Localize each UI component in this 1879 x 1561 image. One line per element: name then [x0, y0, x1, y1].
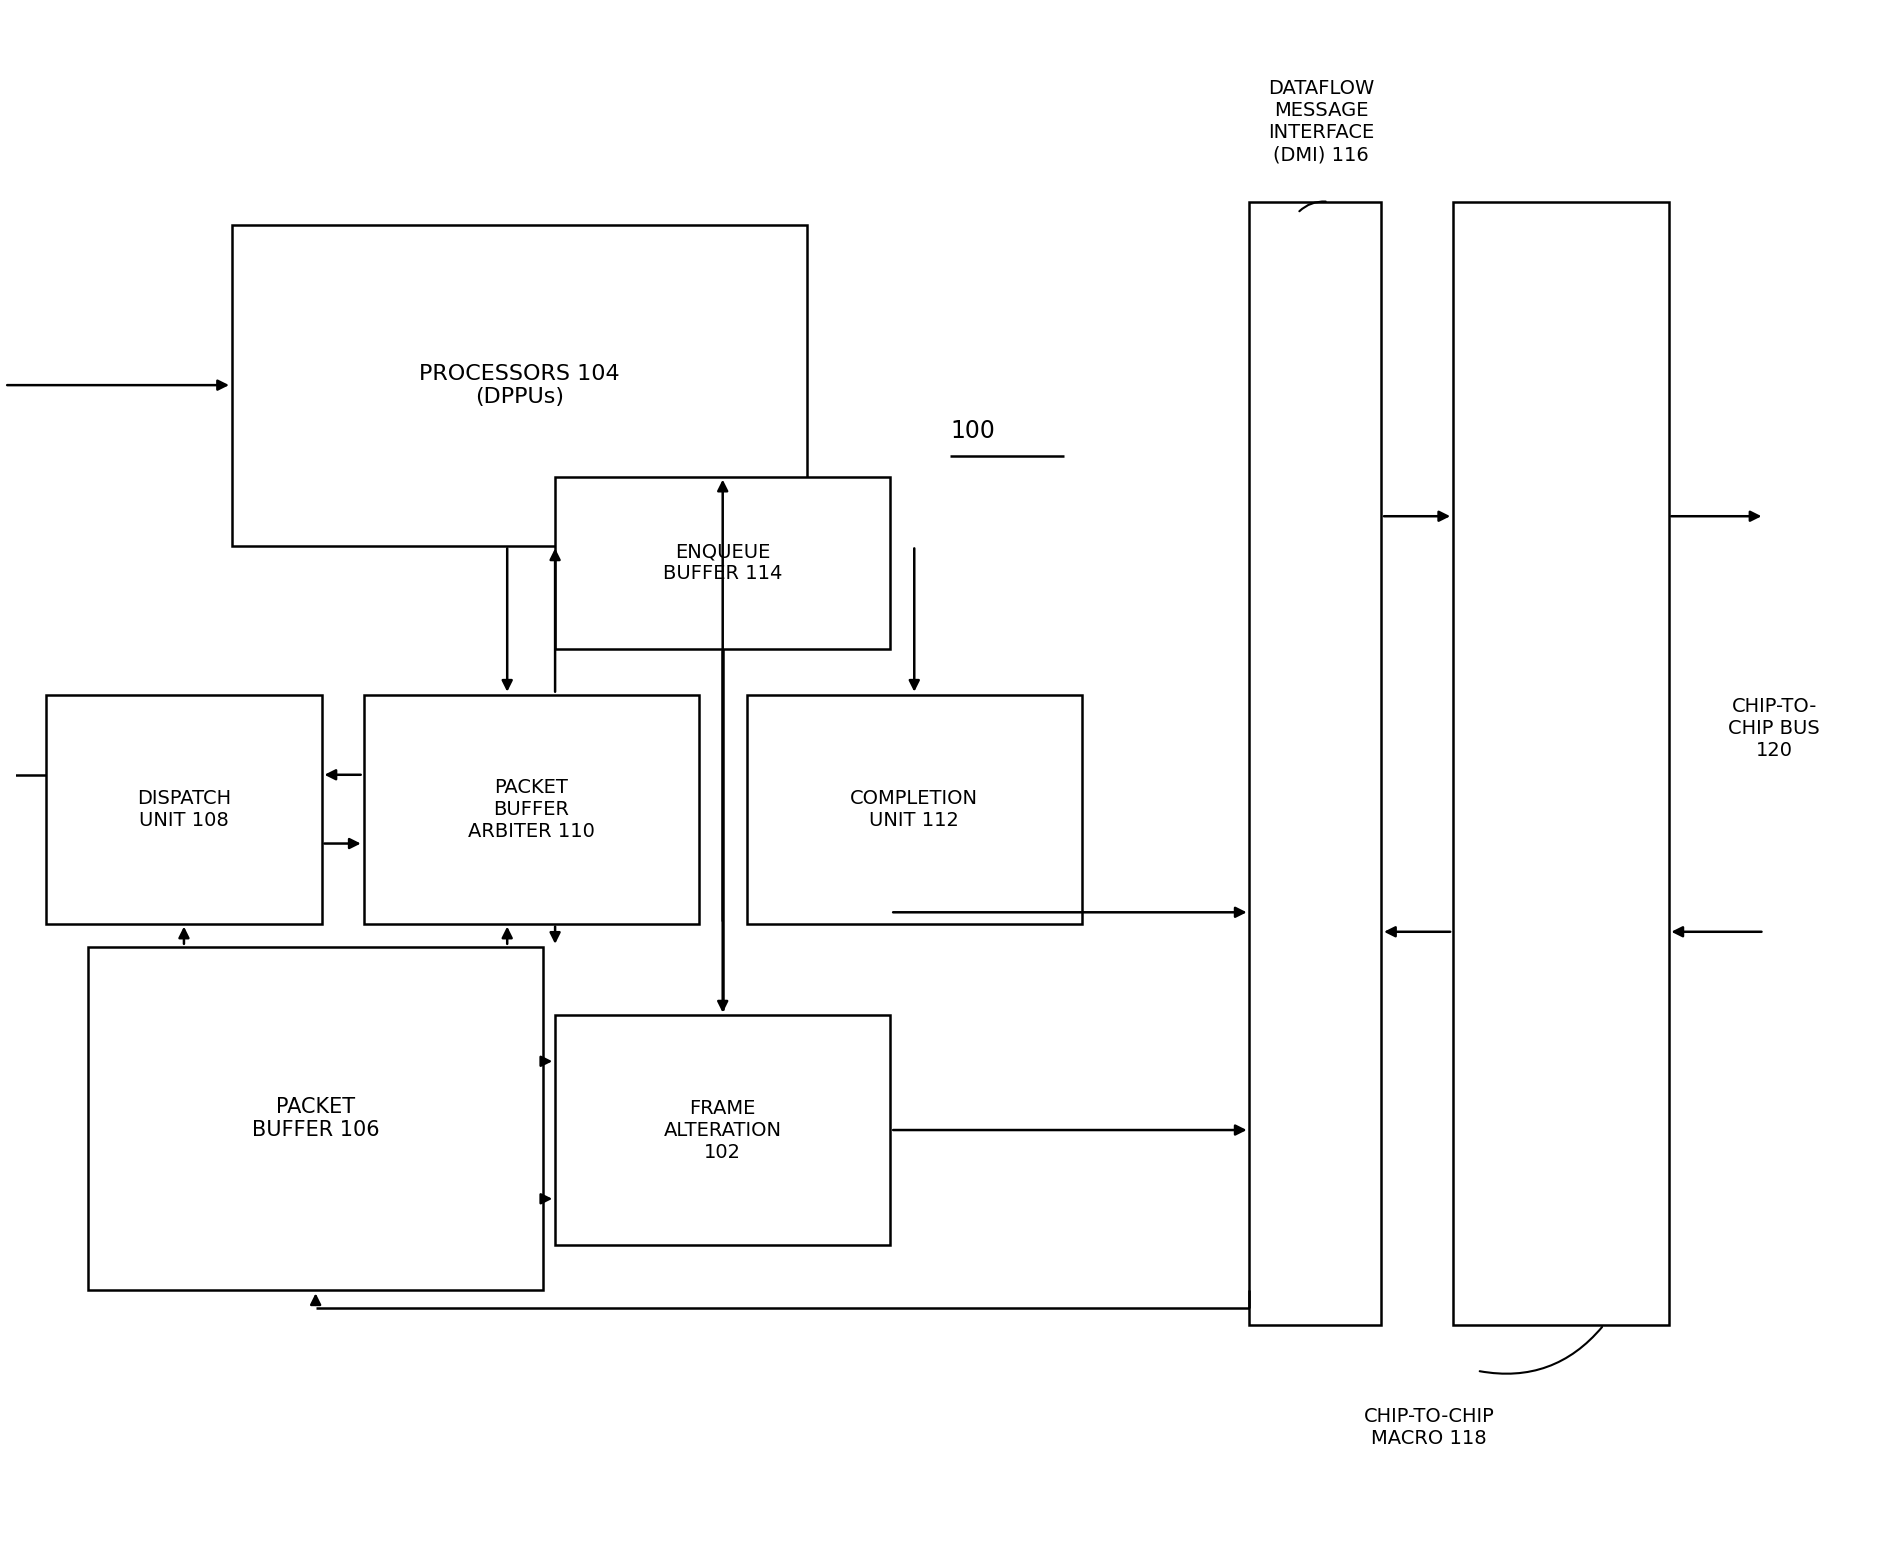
Bar [746, 695, 1082, 924]
Text: CHIP-TO-CHIP
MACRO 118: CHIP-TO-CHIP MACRO 118 [1364, 1408, 1494, 1449]
Bar [88, 946, 543, 1291]
Bar [47, 695, 321, 924]
Text: PROCESSORS 104
(DPPUs): PROCESSORS 104 (DPPUs) [419, 364, 620, 407]
Text: PACKET
BUFFER 106: PACKET BUFFER 106 [252, 1097, 380, 1140]
Bar [1452, 201, 1669, 1325]
Text: COMPLETION
UNIT 112: COMPLETION UNIT 112 [851, 788, 979, 829]
Bar [554, 476, 891, 649]
Bar [363, 695, 699, 924]
Text: CHIP-TO-
CHIP BUS
120: CHIP-TO- CHIP BUS 120 [1729, 698, 1821, 760]
Bar [1250, 201, 1381, 1325]
Text: ENQUEUE
BUFFER 114: ENQUEUE BUFFER 114 [663, 542, 782, 584]
Text: 100: 100 [951, 418, 996, 443]
Text: PACKET
BUFFER
ARBITER 110: PACKET BUFFER ARBITER 110 [468, 777, 594, 841]
Text: DISPATCH
UNIT 108: DISPATCH UNIT 108 [137, 788, 231, 829]
Text: FRAME
ALTERATION
102: FRAME ALTERATION 102 [663, 1099, 782, 1161]
Text: DATAFLOW
MESSAGE
INTERFACE
(DMI) 116: DATAFLOW MESSAGE INTERFACE (DMI) 116 [1268, 80, 1374, 164]
Bar [231, 225, 806, 545]
Bar [554, 1016, 891, 1244]
